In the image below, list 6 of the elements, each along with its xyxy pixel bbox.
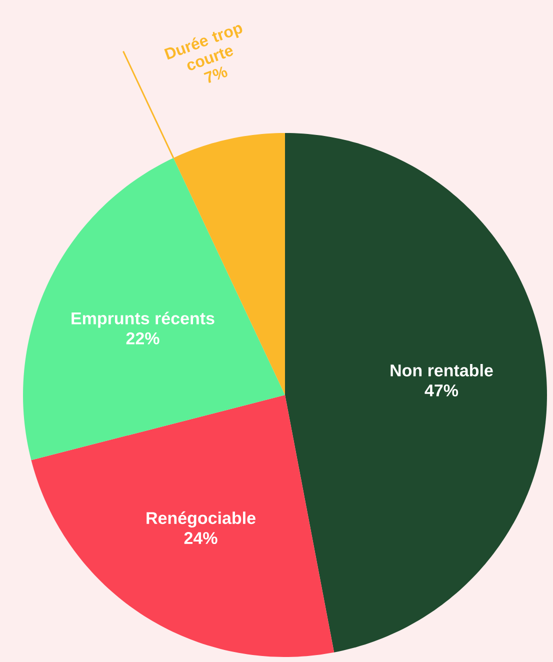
slice-label: Renégociable: [146, 511, 256, 528]
slice-label: Non rentable: [390, 364, 493, 376]
data-label: 47%: [424, 384, 458, 396]
data-label: 22%: [126, 332, 160, 344]
slice-label: Emprunts récents: [72, 312, 214, 328]
data-label: 24%: [184, 532, 218, 544]
